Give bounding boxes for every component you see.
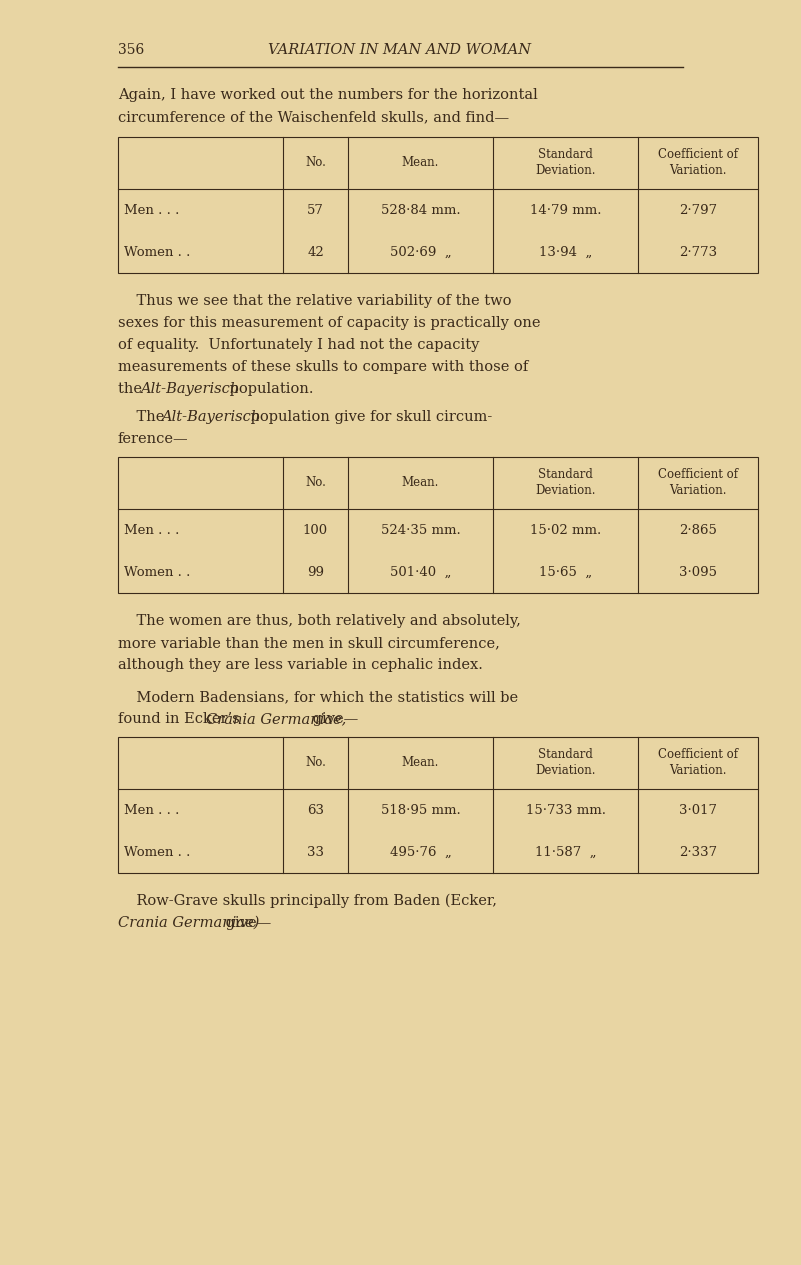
- Text: Crania Germaniae,: Crania Germaniae,: [206, 712, 346, 726]
- Text: Again, I have worked out the numbers for the horizontal: Again, I have worked out the numbers for…: [118, 89, 537, 102]
- Text: Row-Grave skulls principally from Baden (Ecker,: Row-Grave skulls principally from Baden …: [118, 894, 497, 908]
- Text: although they are less variable in cephalic index.: although they are less variable in cepha…: [118, 658, 483, 672]
- Text: 2·773: 2·773: [679, 245, 717, 258]
- Text: Women . .: Women . .: [124, 245, 191, 258]
- Text: 15·733 mm.: 15·733 mm.: [525, 803, 606, 816]
- Text: No.: No.: [305, 157, 326, 170]
- Text: Thus we see that the relative variability of the two: Thus we see that the relative variabilit…: [118, 293, 512, 307]
- Text: give—: give—: [308, 712, 358, 726]
- Text: Standard
Deviation.: Standard Deviation.: [535, 749, 596, 778]
- Text: 100: 100: [303, 524, 328, 536]
- Text: 57: 57: [307, 204, 324, 216]
- Text: population.: population.: [225, 382, 313, 396]
- Text: Crania Germaniae): Crania Germaniae): [118, 916, 260, 930]
- Text: 524·35 mm.: 524·35 mm.: [380, 524, 461, 536]
- Text: 13·94  „: 13·94 „: [539, 245, 592, 258]
- Text: population give for skull circum-: population give for skull circum-: [246, 410, 493, 424]
- Text: No.: No.: [305, 477, 326, 490]
- Text: 2·865: 2·865: [679, 524, 717, 536]
- Text: circumference of the Waischenfeld skulls, and find—: circumference of the Waischenfeld skulls…: [118, 110, 509, 124]
- Text: 356: 356: [118, 43, 144, 57]
- Bar: [118, 137, 758, 273]
- Bar: [118, 737, 758, 873]
- Text: 3·095: 3·095: [679, 565, 717, 578]
- Text: 63: 63: [307, 803, 324, 816]
- Text: 2·337: 2·337: [679, 845, 717, 859]
- Text: Women . .: Women . .: [124, 845, 191, 859]
- Text: Men . . .: Men . . .: [124, 524, 179, 536]
- Text: 501·40  „: 501·40 „: [390, 565, 451, 578]
- Text: Coefficient of
Variation.: Coefficient of Variation.: [658, 148, 738, 177]
- Text: 495·76  „: 495·76 „: [389, 845, 452, 859]
- Text: Modern Badensians, for which the statistics will be: Modern Badensians, for which the statist…: [118, 689, 518, 705]
- Text: more variable than the men in skull circumference,: more variable than the men in skull circ…: [118, 636, 500, 650]
- Text: The women are thus, both relatively and absolutely,: The women are thus, both relatively and …: [118, 614, 521, 627]
- Text: Mean.: Mean.: [402, 756, 439, 769]
- Text: sexes for this measurement of capacity is practically one: sexes for this measurement of capacity i…: [118, 316, 541, 330]
- Text: 502·69  „: 502·69 „: [390, 245, 451, 258]
- Text: 11·587  „: 11·587 „: [535, 845, 596, 859]
- Text: VARIATION IN MAN AND WOMAN: VARIATION IN MAN AND WOMAN: [268, 43, 532, 57]
- Text: Mean.: Mean.: [402, 477, 439, 490]
- Text: 33: 33: [307, 845, 324, 859]
- Text: Men . . .: Men . . .: [124, 803, 179, 816]
- Text: Mean.: Mean.: [402, 157, 439, 170]
- Text: 3·017: 3·017: [679, 803, 717, 816]
- Text: Alt-Bayerisch: Alt-Bayerisch: [161, 410, 260, 424]
- Text: the: the: [118, 382, 147, 396]
- Text: Men . . .: Men . . .: [124, 204, 179, 216]
- Text: Standard
Deviation.: Standard Deviation.: [535, 468, 596, 497]
- Bar: [118, 457, 758, 593]
- Text: Alt-Bayerisch: Alt-Bayerisch: [140, 382, 239, 396]
- Text: 518·95 mm.: 518·95 mm.: [380, 803, 461, 816]
- Text: measurements of these skulls to compare with those of: measurements of these skulls to compare …: [118, 361, 528, 374]
- Text: 2·797: 2·797: [679, 204, 717, 216]
- Text: No.: No.: [305, 756, 326, 769]
- Text: 99: 99: [307, 565, 324, 578]
- Text: of equality.  Unfortunately I had not the capacity: of equality. Unfortunately I had not the…: [118, 338, 479, 352]
- Text: Standard
Deviation.: Standard Deviation.: [535, 148, 596, 177]
- Text: 14·79 mm.: 14·79 mm.: [529, 204, 602, 216]
- Text: The: The: [118, 410, 169, 424]
- Text: 15·02 mm.: 15·02 mm.: [530, 524, 601, 536]
- Text: 42: 42: [307, 245, 324, 258]
- Text: Women . .: Women . .: [124, 565, 191, 578]
- Text: 15·65  „: 15·65 „: [539, 565, 592, 578]
- Text: Coefficient of
Variation.: Coefficient of Variation.: [658, 468, 738, 497]
- Text: give—: give—: [221, 916, 272, 930]
- Text: Coefficient of
Variation.: Coefficient of Variation.: [658, 749, 738, 778]
- Text: found in Ecker’s: found in Ecker’s: [118, 712, 244, 726]
- Text: ference—: ference—: [118, 433, 188, 447]
- Text: 528·84 mm.: 528·84 mm.: [380, 204, 461, 216]
